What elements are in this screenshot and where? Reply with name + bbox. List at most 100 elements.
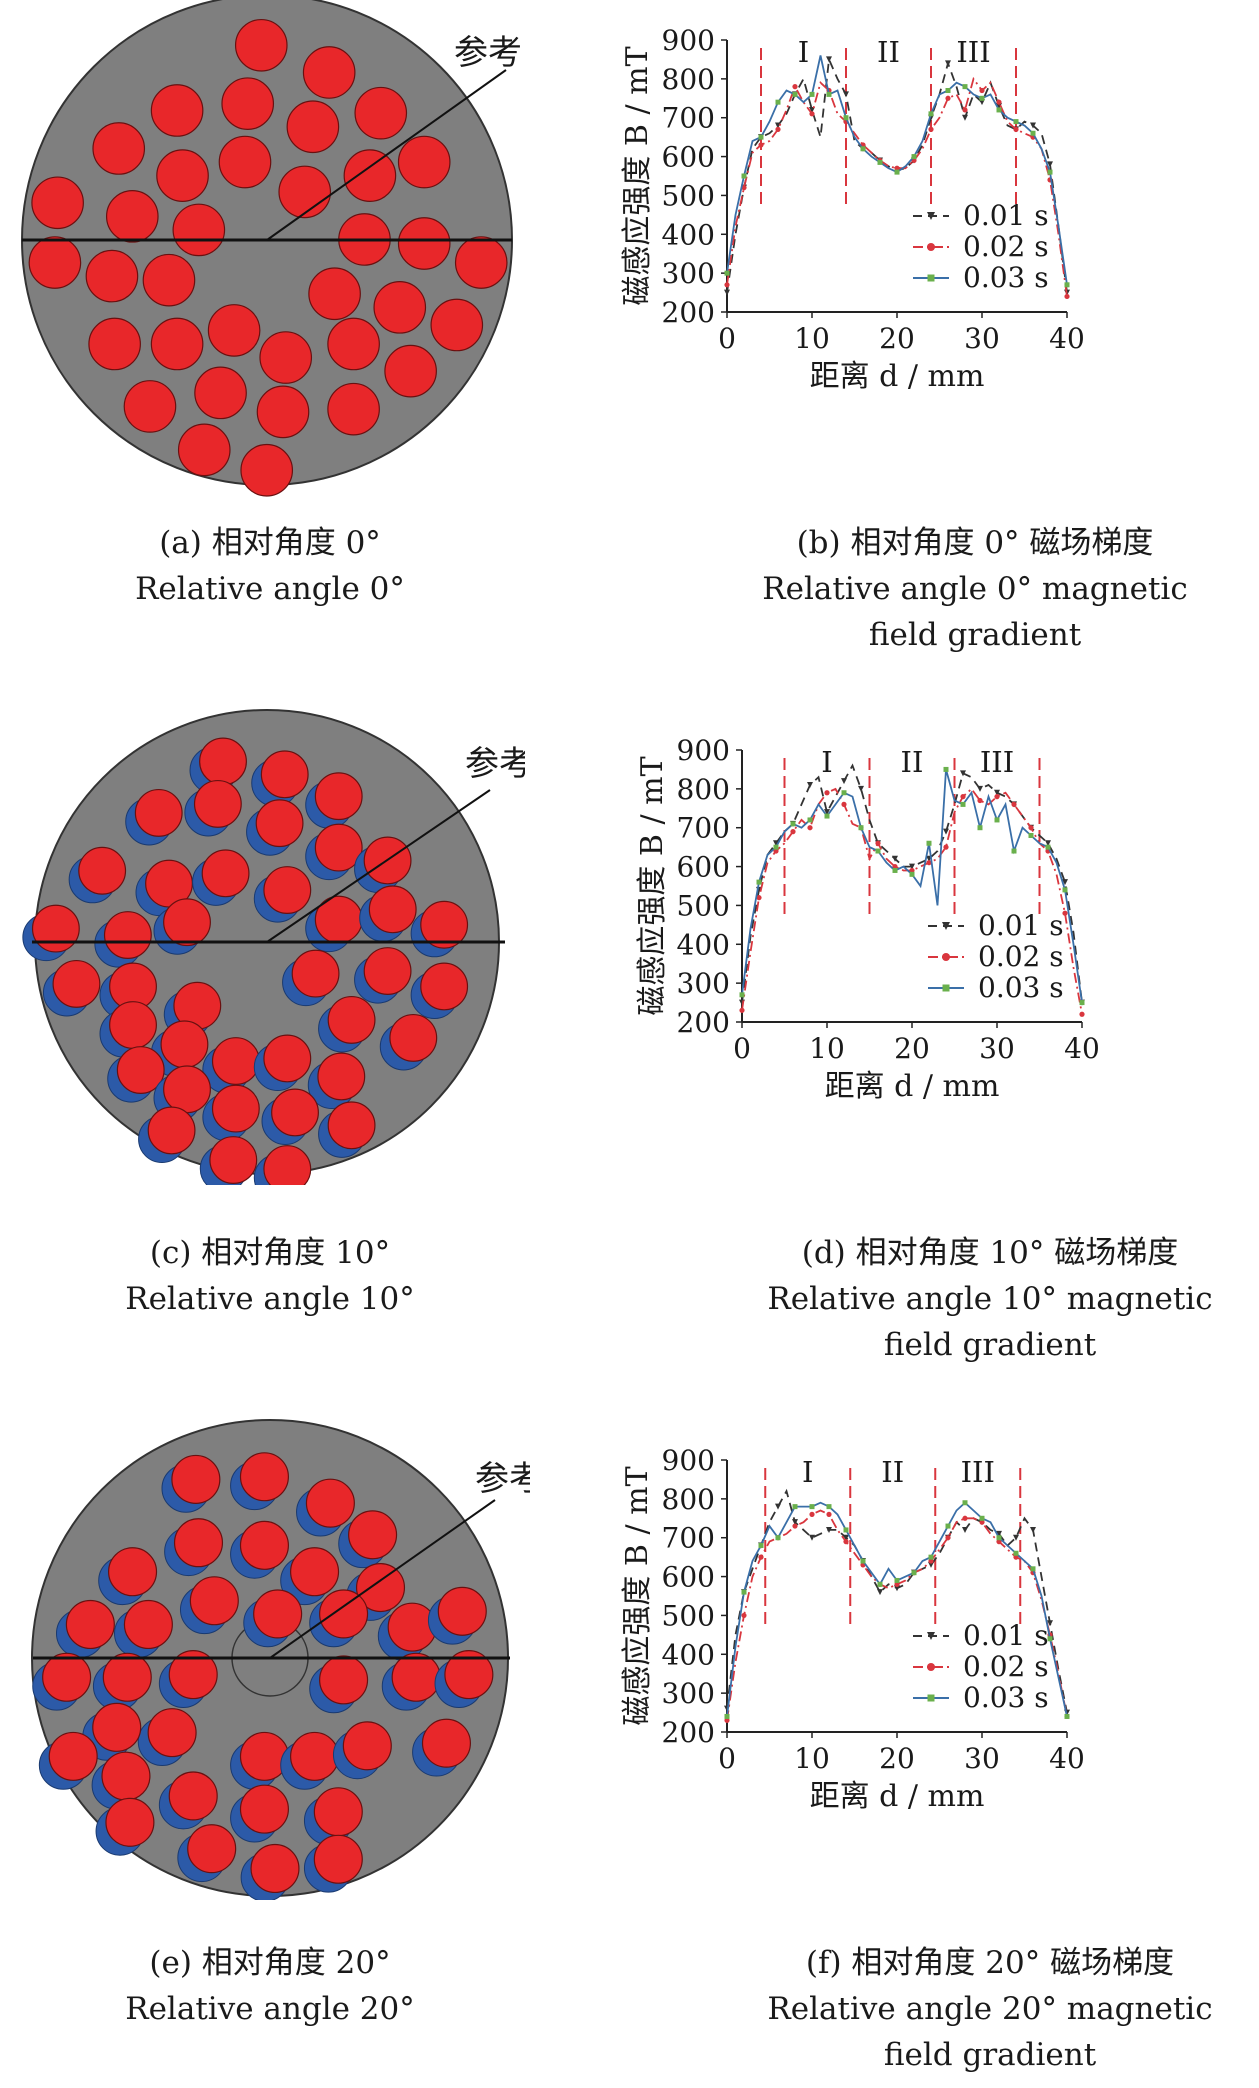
magnet-red [160, 1020, 209, 1069]
y-tick-label: 900 [662, 24, 715, 57]
data-point [1045, 840, 1051, 847]
data-point [996, 103, 1002, 110]
caption-zh: (e) 相对角度 20° [149, 1945, 391, 1981]
magnet-red [207, 304, 261, 357]
magnet-red [354, 86, 408, 140]
magnet-red [116, 1046, 165, 1094]
data-point [892, 855, 898, 862]
magnet-red [253, 1589, 303, 1639]
data-point [843, 1527, 849, 1533]
legend-label: 0.02 s [978, 940, 1064, 973]
legend-marker [927, 1694, 935, 1702]
magnet-red [305, 1478, 355, 1528]
data-point [926, 840, 932, 846]
x-tick-label: 0 [718, 322, 736, 355]
magnet-red [105, 190, 159, 243]
magnet-red [234, 18, 288, 72]
magnet-red [163, 1065, 211, 1114]
magnet-red [308, 267, 361, 321]
caption-e: (e) 相对角度 20° Relative angle 20° [20, 1940, 520, 2032]
legend-marker [927, 212, 935, 220]
x-tick-label: 10 [794, 322, 830, 355]
y-tick-label: 600 [662, 1561, 715, 1594]
y-tick-label: 700 [662, 102, 715, 135]
magnet-red [240, 443, 294, 497]
magnet-red [286, 100, 340, 154]
magnet-red [156, 149, 209, 202]
data-point [841, 801, 847, 807]
magnet-red [290, 1547, 340, 1597]
data-point [909, 871, 915, 877]
data-point [775, 1503, 781, 1510]
data-point [979, 95, 985, 101]
data-point [809, 1534, 815, 1541]
caption-a: (a) 相对角度 0° Relative angle 0° [20, 520, 520, 612]
data-point [758, 1554, 764, 1560]
y-tick-label: 300 [677, 967, 730, 1000]
y-axis-label: 磁感应强度 B / mT [635, 756, 670, 1015]
magnet-red [239, 1520, 289, 1570]
data-point [928, 1554, 934, 1560]
magnet-red [271, 1088, 319, 1137]
y-tick-label: 900 [662, 1444, 715, 1477]
data-point [960, 801, 966, 807]
magnet-red [256, 385, 310, 439]
y-tick-label: 700 [662, 1522, 715, 1555]
magnet-red [302, 46, 356, 99]
data-point [875, 840, 881, 846]
data-point [962, 1515, 968, 1521]
data-point [909, 863, 915, 870]
magnet-red [123, 380, 177, 433]
reference-line-leader [266, 789, 491, 943]
data-point [1013, 126, 1019, 132]
data-point [860, 1558, 866, 1564]
data-point [892, 863, 898, 870]
data-point [824, 813, 830, 819]
magnet-red [397, 217, 451, 270]
legend-marker [942, 984, 950, 992]
data-point [1047, 1636, 1053, 1642]
data-point [943, 828, 949, 835]
caption-d: (d) 相对角度 10° 磁场梯度 Relative angle 10° mag… [755, 1230, 1225, 1368]
caption-en: Relative angle 20° magnetic field gradie… [767, 1991, 1213, 2073]
magnet-red [101, 1751, 151, 1801]
data-point [826, 1504, 832, 1510]
x-tick-label: 10 [809, 1032, 845, 1065]
magnet-red [123, 1599, 173, 1650]
magnet-red [263, 1145, 312, 1185]
data-point [826, 91, 832, 97]
caption-zh: (f) 相对角度 20° 磁场梯度 [805, 1945, 1175, 1981]
data-point [943, 766, 949, 772]
data-point [841, 778, 847, 785]
caption-zh: (b) 相对角度 0° 磁场梯度 [796, 525, 1154, 561]
region-label: III [956, 35, 990, 69]
data-point [756, 895, 762, 901]
data-point [996, 107, 1002, 113]
caption-f: (f) 相对角度 20° 磁场梯度 Relative angle 20° mag… [755, 1940, 1225, 2078]
magnet-red [327, 995, 376, 1044]
magnet-red [373, 280, 427, 334]
magnet-red [218, 135, 272, 189]
magnet-red [420, 962, 469, 1011]
y-tick-label: 400 [662, 1638, 715, 1671]
data-point [962, 84, 968, 90]
reference-line-leader [266, 69, 507, 241]
data-point [724, 1713, 730, 1719]
y-tick-label: 600 [677, 851, 730, 884]
legend-label: 0.01 s [963, 199, 1049, 232]
data-point [1011, 848, 1017, 854]
data-point [773, 848, 779, 854]
reference-line-label: 参考线 [454, 33, 520, 73]
y-tick-label: 200 [662, 296, 715, 329]
magnet-red [177, 423, 231, 477]
data-point [741, 1612, 747, 1619]
y-tick-label: 500 [662, 1599, 715, 1632]
data-point [1013, 1534, 1019, 1541]
data-point [792, 1504, 798, 1510]
data-point [1030, 122, 1036, 129]
y-tick-label: 800 [662, 63, 715, 96]
data-point [877, 1581, 883, 1587]
legend-marker [942, 922, 950, 930]
data-point [775, 1535, 781, 1541]
data-point [758, 134, 764, 140]
